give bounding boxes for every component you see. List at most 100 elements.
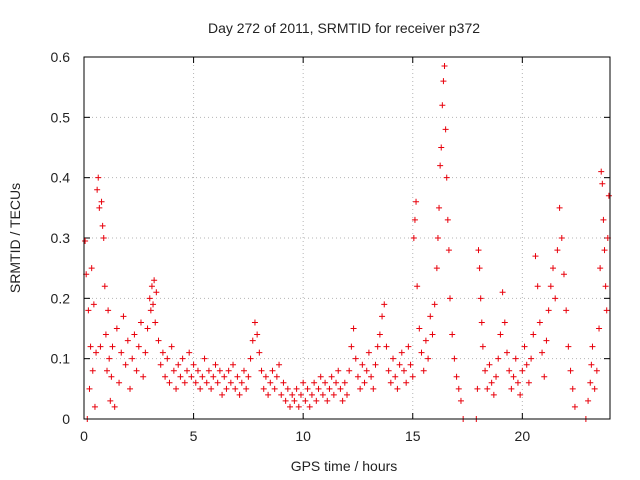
- data-point: [368, 373, 375, 380]
- data-point: [560, 271, 567, 278]
- data-point: [146, 295, 153, 302]
- data-point: [593, 367, 600, 374]
- data-point: [322, 379, 329, 386]
- data-point: [124, 337, 131, 344]
- data-point: [137, 319, 144, 326]
- data-point: [598, 168, 605, 175]
- data-point: [315, 385, 322, 392]
- data-point: [93, 349, 100, 356]
- data-point: [133, 367, 140, 374]
- data-point: [142, 349, 149, 356]
- data-point: [558, 235, 565, 241]
- data-point: [243, 385, 250, 392]
- data-point: [150, 301, 157, 308]
- data-point: [251, 319, 258, 326]
- data-point: [177, 373, 184, 380]
- data-point: [267, 379, 274, 386]
- data-point: [262, 373, 269, 380]
- data-point: [302, 397, 309, 404]
- data-point: [293, 385, 300, 392]
- data-point: [405, 343, 412, 350]
- data-point: [181, 379, 188, 386]
- data-point: [194, 367, 201, 374]
- y-tick-label: 0.5: [51, 109, 71, 125]
- data-point: [416, 325, 423, 332]
- data-point: [530, 331, 537, 338]
- data-point: [234, 373, 241, 380]
- data-point: [240, 367, 247, 374]
- data-point: [534, 283, 541, 290]
- data-point: [379, 313, 386, 320]
- data-point: [188, 373, 195, 380]
- data-point: [278, 391, 285, 398]
- data-point: [308, 391, 315, 398]
- data-point: [543, 337, 550, 344]
- data-point: [91, 403, 98, 410]
- data-point: [569, 385, 576, 392]
- data-point: [120, 313, 127, 320]
- data-point: [396, 361, 403, 368]
- data-point: [184, 367, 191, 374]
- data-point: [106, 355, 113, 362]
- data-point: [429, 331, 436, 338]
- x-tick-label: 10: [295, 428, 311, 444]
- data-point: [330, 391, 337, 398]
- data-point: [437, 162, 444, 169]
- data-point: [411, 216, 418, 223]
- data-point: [192, 379, 199, 386]
- data-point: [350, 325, 357, 332]
- data-point: [324, 397, 331, 404]
- data-point: [381, 301, 388, 308]
- data-point: [359, 361, 366, 368]
- data-point: [265, 391, 272, 398]
- data-point: [536, 319, 543, 326]
- y-tick-label: 0.1: [51, 351, 71, 367]
- data-point: [523, 361, 530, 368]
- data-point: [199, 373, 206, 380]
- data-point: [374, 343, 381, 350]
- data-point: [390, 355, 397, 362]
- data-point: [447, 295, 454, 302]
- data-point: [295, 403, 302, 410]
- data-point: [116, 379, 123, 386]
- data-point: [545, 307, 552, 314]
- data-point: [361, 379, 368, 386]
- data-point: [166, 379, 173, 386]
- data-point: [497, 331, 504, 338]
- y-tick-label: 0.4: [51, 170, 71, 186]
- x-tick-label: 0: [80, 428, 88, 444]
- data-point: [477, 295, 484, 302]
- data-point: [317, 373, 324, 380]
- data-point: [155, 337, 162, 344]
- data-point: [510, 373, 517, 380]
- x-tick-label: 20: [515, 428, 531, 444]
- data-point: [348, 343, 355, 350]
- data-point: [97, 343, 104, 350]
- data-point: [284, 385, 291, 392]
- data-point: [552, 295, 559, 302]
- data-point: [591, 385, 598, 392]
- data-point: [230, 361, 237, 368]
- data-point: [506, 367, 513, 374]
- data-point: [344, 391, 350, 398]
- data-point: [427, 313, 434, 320]
- data-point: [99, 222, 106, 229]
- plot-frame: [83, 56, 611, 420]
- data-point: [203, 379, 210, 386]
- data-point: [539, 349, 546, 356]
- data-point: [144, 325, 151, 332]
- chart-title: Day 272 of 2011, SRMTID for receiver p37…: [208, 20, 480, 36]
- data-point: [311, 379, 318, 386]
- data-point: [588, 361, 595, 368]
- x-axis-label: GPS time / hours: [291, 458, 398, 474]
- data-point: [101, 283, 108, 290]
- data-point: [601, 247, 608, 254]
- data-point: [96, 204, 103, 211]
- data-point: [451, 355, 458, 362]
- data-point: [556, 204, 563, 211]
- data-point: [599, 180, 606, 187]
- y-tick-label: 0.2: [51, 290, 71, 306]
- data-point: [282, 397, 289, 404]
- data-point: [567, 367, 574, 374]
- data-point: [508, 385, 515, 392]
